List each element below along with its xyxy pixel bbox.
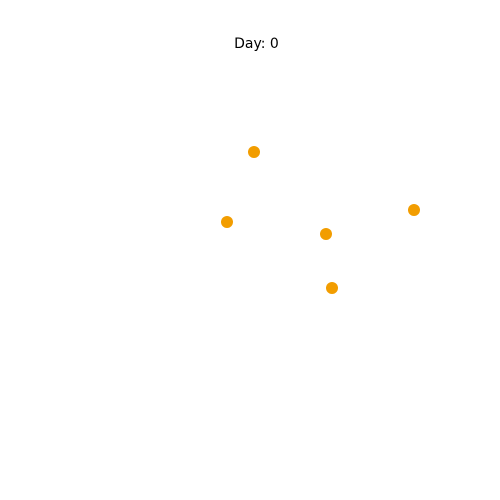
scatter-point-3	[408, 204, 420, 216]
chart-title: Day: 0	[234, 36, 279, 52]
scatter-point-5	[326, 282, 338, 294]
scatter-point-1	[248, 146, 260, 158]
scatter-point-4	[320, 228, 332, 240]
scatter-point-2	[221, 216, 233, 228]
